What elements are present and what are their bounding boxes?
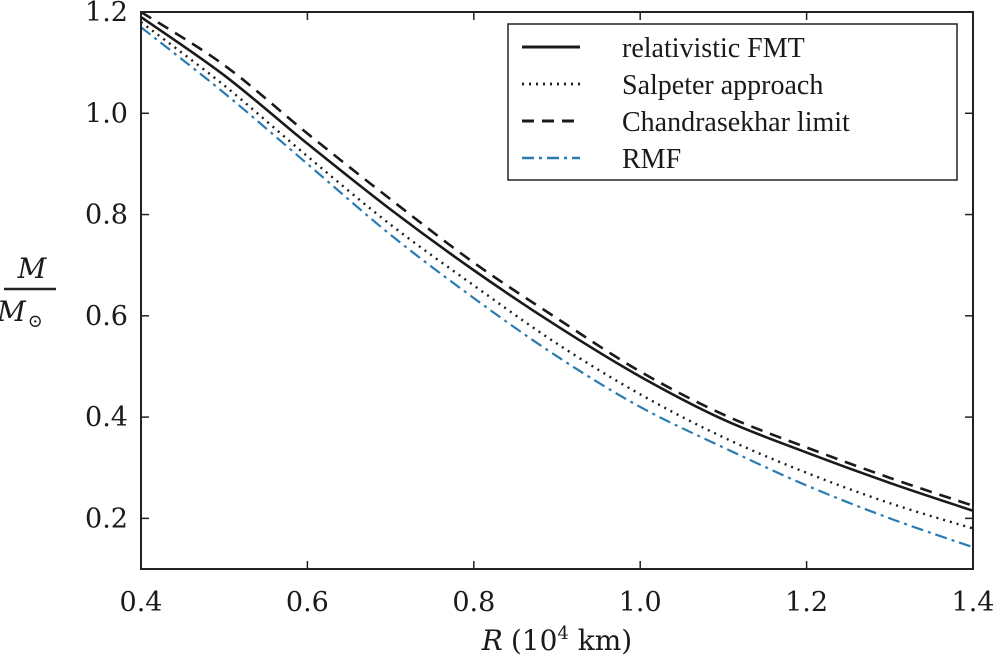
plot-frame	[140, 11, 974, 570]
legend-label: Chandrasekhar limit	[622, 107, 850, 138]
x-tick-label: 0.6	[286, 587, 329, 618]
series-layer	[141, 12, 973, 549]
series-line-chandrasekhar-limit	[141, 12, 973, 507]
x-axis-label: R (104 km)	[481, 623, 632, 657]
legend-label: relativistic FMT	[622, 33, 805, 64]
x-tick-label: 1.4	[952, 587, 995, 618]
y-tick-label: 1.2	[85, 0, 128, 28]
legend: relativistic FMT Salpeter approach Chandra…	[507, 23, 958, 181]
y-axis-label-denominator: M⊙	[0, 295, 43, 332]
x-tick-label: 1.0	[619, 587, 662, 618]
legend-label: RMF	[622, 144, 681, 175]
x-tick-label: 0.4	[120, 587, 163, 618]
x-tick-label: 1.2	[785, 587, 828, 618]
y-tick-label: 0.8	[85, 200, 128, 231]
y-axis-label: M M⊙	[0, 252, 56, 332]
legend-label: Salpeter approach	[622, 70, 823, 101]
y-tick-label: 0.4	[85, 402, 128, 433]
series-line-relativistic-fmt	[141, 15, 973, 513]
x-tick-label: 0.8	[452, 587, 495, 618]
y-tick-label: 0.2	[85, 503, 128, 534]
y-axis-label-numerator: M	[17, 252, 48, 285]
tick-layer: 0.4 0.6 0.8 1.0 1.2 1.4 0.2 0.4 0.6 0.8 1.0 1.2	[85, 0, 994, 618]
series-line-salpeter-approach	[141, 21, 973, 530]
legend-box	[507, 23, 958, 181]
series-line-rmf	[141, 26, 973, 549]
y-tick-label: 0.6	[85, 301, 128, 332]
y-tick-label: 1.0	[85, 98, 128, 129]
